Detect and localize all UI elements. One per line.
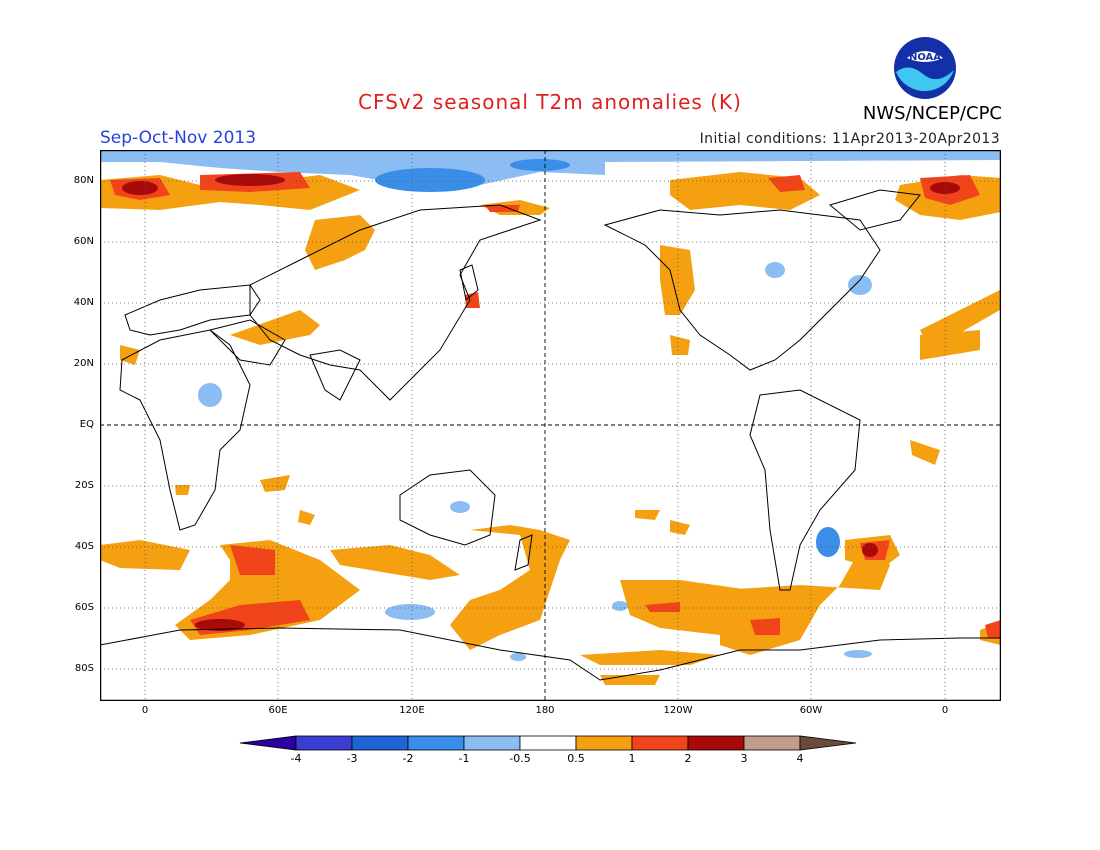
lon-label: 60E [268, 705, 288, 716]
lat-label: EQ [79, 419, 94, 430]
lon-label: 120W [663, 705, 693, 716]
colorbar-segment [239, 735, 297, 751]
colorbar-tick-label: 3 [740, 752, 748, 765]
colorbar-tick-label: 2 [684, 752, 692, 765]
colorbar-tick-label: -0.5 [509, 752, 531, 765]
colorbar-tick-label: -3 [346, 752, 358, 765]
season-label: Sep-Oct-Nov 2013 [100, 128, 257, 148]
negative-anomaly-regions [100, 150, 1001, 661]
colorbar-segment [799, 735, 857, 751]
lon-label: 180 [535, 705, 555, 716]
colorbar-segment [575, 735, 633, 751]
lat-label: 80N [73, 175, 94, 186]
colorbar-segment [519, 735, 577, 751]
logo-text: NOAA [909, 52, 941, 63]
colorbar-segment [295, 735, 353, 751]
colorbar-segment [351, 735, 409, 751]
extreme-positive-anomaly-regions [122, 174, 960, 631]
lon-label: 60W [799, 705, 823, 716]
lon-label: 0 [141, 705, 149, 716]
lat-label: 20S [74, 480, 94, 491]
lon-label: 0 [941, 705, 949, 716]
lat-label: 20N [73, 358, 94, 369]
org-label: NWS/NCEP/CPC [862, 103, 1002, 124]
lat-label: 60N [73, 236, 94, 247]
colorbar-tick-label: 0.5 [567, 752, 585, 765]
colorbar-segment [743, 735, 801, 751]
colorbar-segment [687, 735, 745, 751]
colorbar [239, 735, 857, 751]
lat-label: 60S [74, 602, 94, 613]
colorbar-tick-label: -4 [290, 752, 302, 765]
lat-label: 40N [73, 297, 94, 308]
lat-label: 80S [74, 663, 94, 674]
colorbar-tick-label: -1 [458, 752, 470, 765]
colorbar-tick-label: 1 [628, 752, 636, 765]
colorbar-segment [407, 735, 465, 751]
lat-label: 40S [74, 541, 94, 552]
colorbar-segment [463, 735, 521, 751]
colorbar-segment [631, 735, 689, 751]
coastlines [100, 189, 1001, 681]
noaa-logo: NOAA [894, 37, 956, 99]
equator-dateline [100, 150, 1001, 701]
map-frame [100, 150, 1001, 701]
colorbar-tick-label: 4 [796, 752, 804, 765]
lon-label: 120E [399, 705, 425, 716]
initial-conditions-label: Initial conditions: 11Apr2013-20Apr2013 [699, 131, 1000, 147]
colorbar-tick-label: -2 [402, 752, 414, 765]
map-title: CFSv2 seasonal T2m anomalies (K) [358, 90, 742, 114]
anomaly-map [100, 150, 1001, 701]
